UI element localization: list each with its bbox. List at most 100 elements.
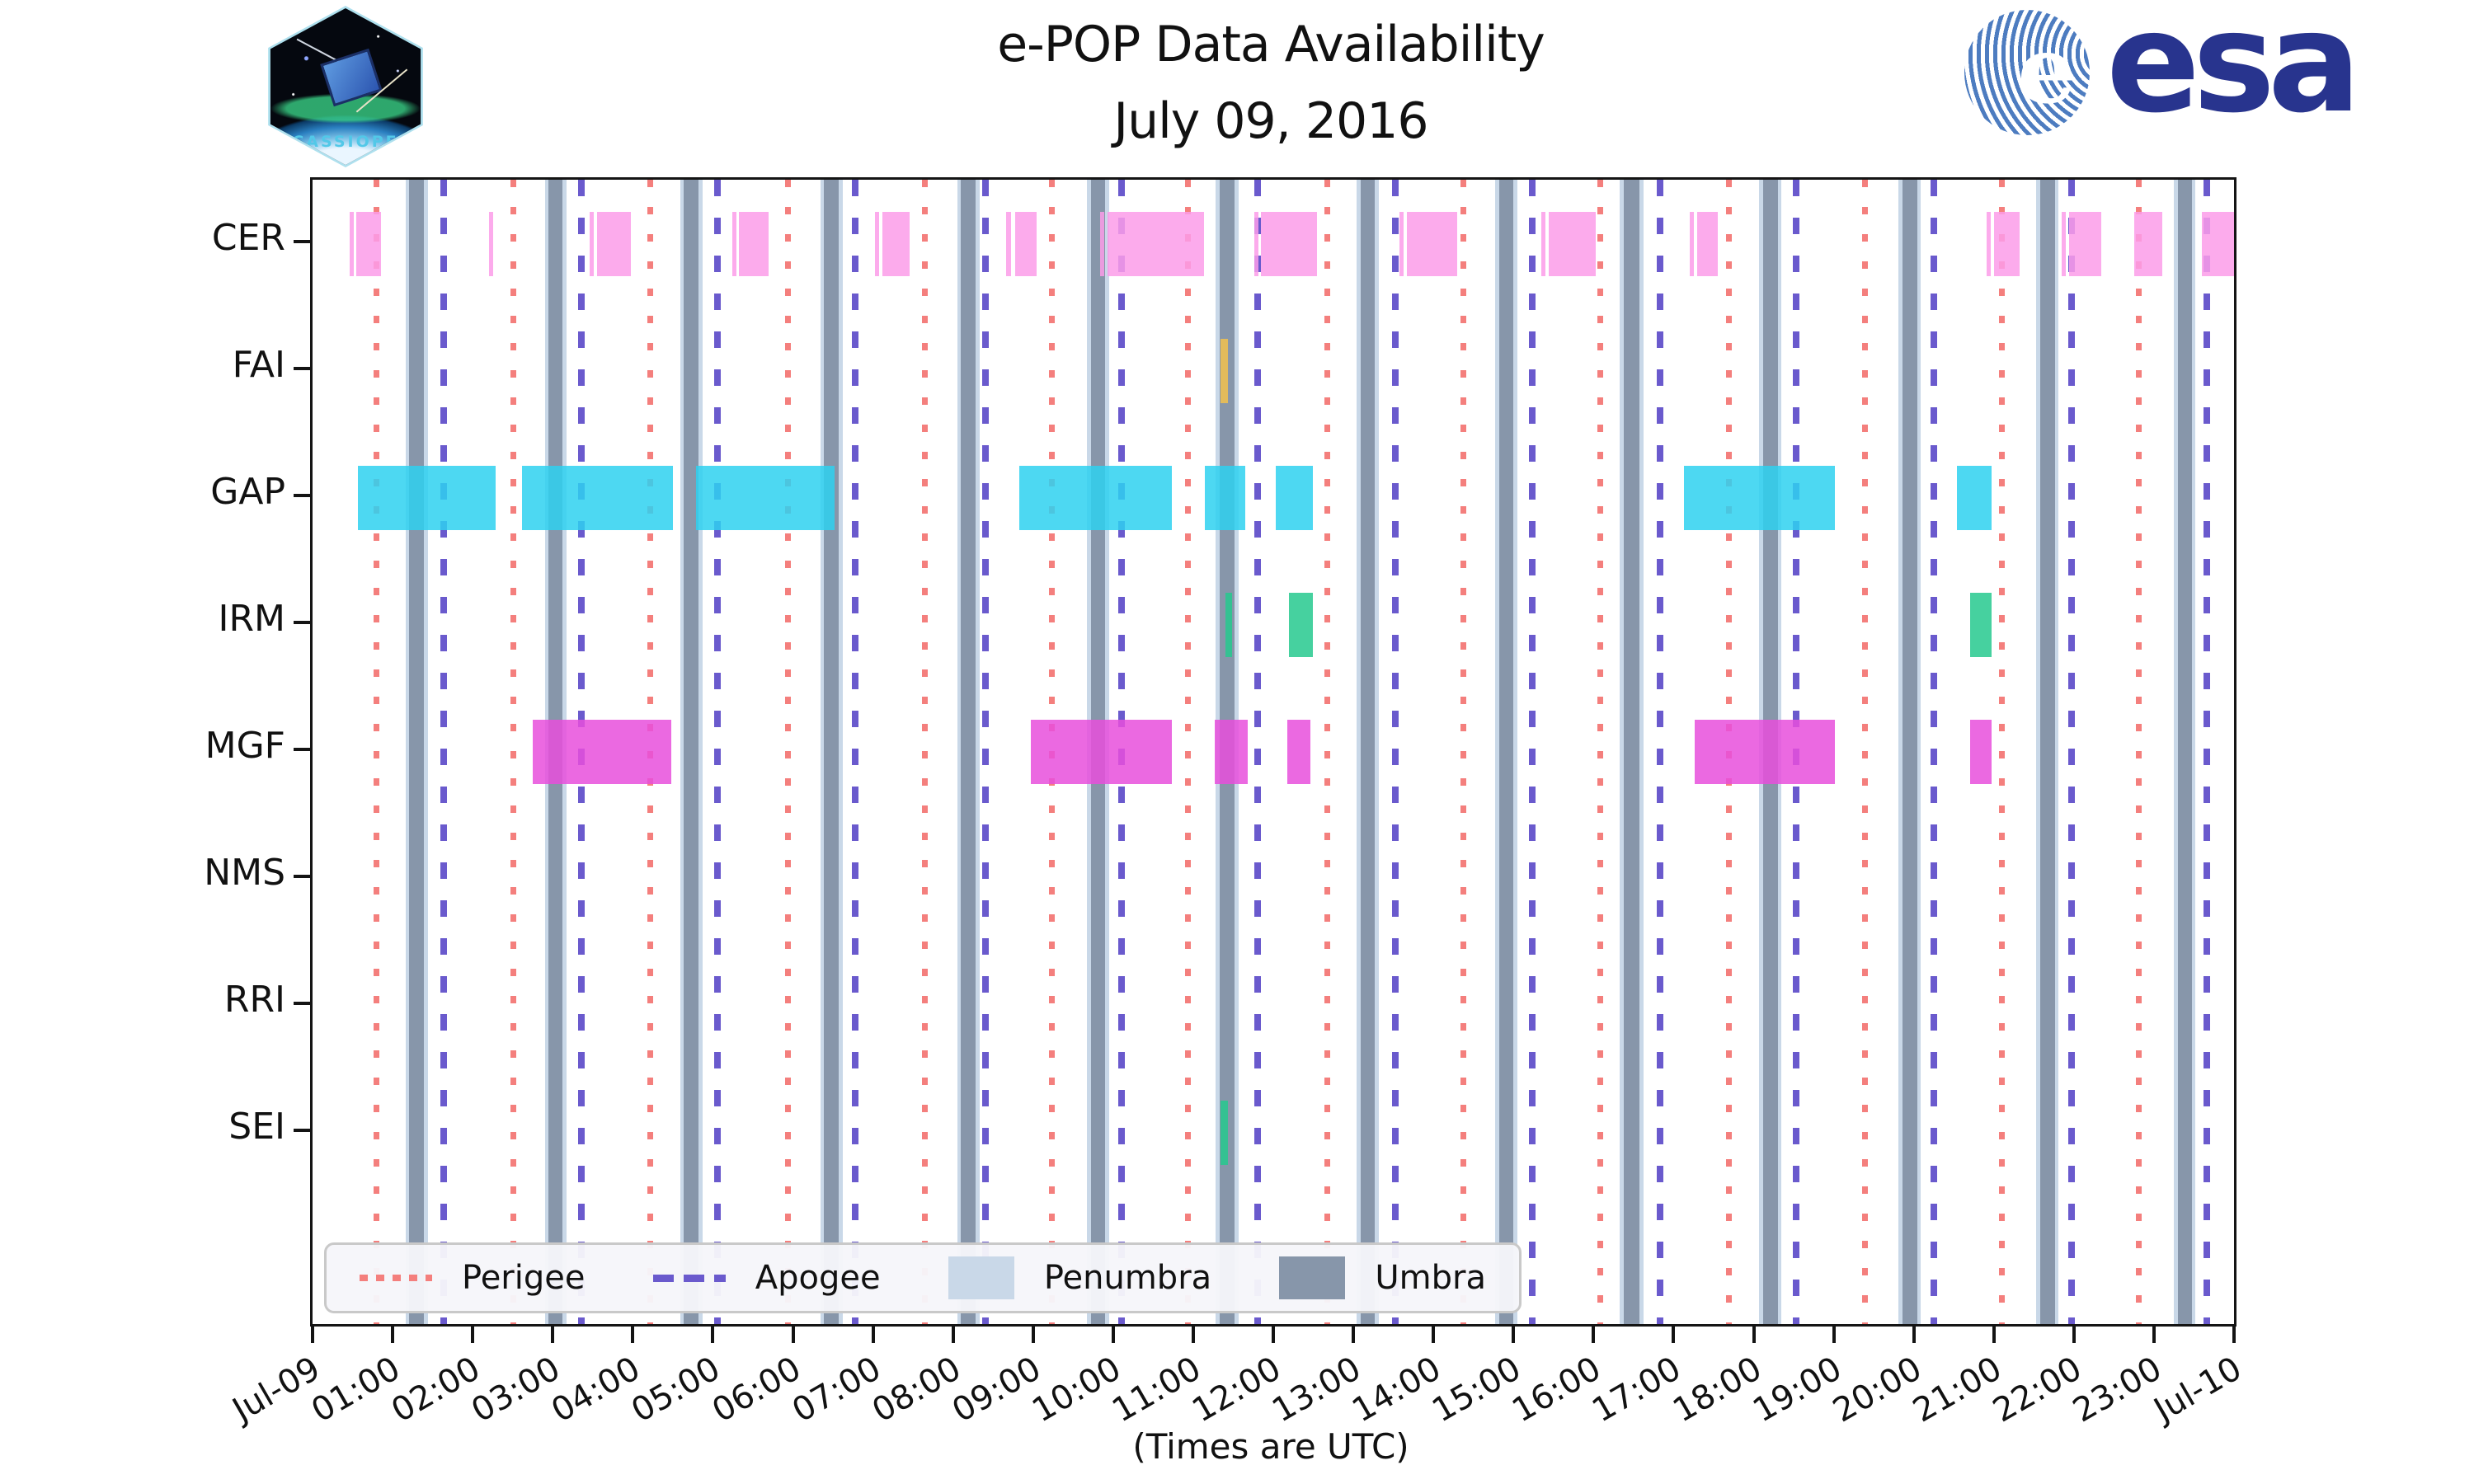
apogee-line	[2203, 180, 2210, 1324]
data-bar-CER	[1399, 212, 1404, 276]
umbra-band	[1360, 180, 1376, 1324]
y-axis-label-RRI: RRI	[223, 979, 285, 1021]
legend-item-perigee: Perigee	[360, 1259, 585, 1297]
apogee-line	[714, 180, 722, 1324]
perigee-line	[921, 180, 928, 1324]
apogee-line	[1391, 180, 1399, 1324]
x-axis-tick	[1031, 1327, 1035, 1343]
y-axis-tick	[294, 367, 310, 370]
apogee-line	[1253, 180, 1261, 1324]
y-axis-label-GAP: GAP	[210, 471, 285, 513]
x-axis-tick	[631, 1327, 635, 1343]
data-bar-GAP	[1019, 466, 1172, 530]
data-bar-GAP	[696, 466, 835, 530]
data-bar-CER	[1541, 212, 1546, 276]
esa-globe-icon	[1964, 10, 2090, 135]
perigee-line	[784, 180, 791, 1324]
umbra-band	[1498, 180, 1514, 1324]
cassiope-patch-label: CASSIOPE	[292, 132, 399, 151]
apogee-line	[852, 180, 859, 1324]
y-axis-label-SEI: SEI	[228, 1106, 285, 1148]
legend-apogee-swatch	[652, 1274, 726, 1282]
x-axis-tick	[1672, 1327, 1676, 1343]
y-axis-label-IRM: IRM	[218, 598, 285, 640]
x-axis-tick	[2232, 1327, 2236, 1343]
data-bar-GAP	[1205, 466, 1245, 530]
apogee-line	[440, 180, 448, 1324]
y-axis-label-FAI: FAI	[232, 344, 285, 386]
data-bar-IRM	[1289, 593, 1313, 657]
apogee-line	[2067, 180, 2075, 1324]
x-axis-tick	[791, 1327, 795, 1343]
y-axis-label-MGF: MGF	[205, 725, 285, 767]
x-axis-tick	[2072, 1327, 2076, 1343]
chart-title-block: e-POP Data Availability July 09, 2016	[310, 7, 2232, 160]
data-bar-MGF	[532, 720, 671, 784]
perigee-line	[2136, 180, 2142, 1324]
data-bar-GAP	[1684, 466, 1835, 530]
umbra-band	[409, 180, 424, 1324]
data-bar-CER	[1005, 212, 1011, 276]
data-bar-CER	[1993, 212, 2020, 276]
y-axis-tick	[294, 494, 310, 497]
x-axis-tick	[1992, 1327, 1996, 1343]
data-bar-CER	[882, 212, 910, 276]
chart-title: e-POP Data Availability	[997, 16, 1545, 73]
umbra-band	[1903, 180, 1917, 1324]
x-axis-tick	[1752, 1327, 1756, 1343]
data-bar-MGF	[1694, 720, 1835, 784]
data-bar-MGF	[1969, 720, 1992, 784]
data-bar-CER	[731, 212, 736, 276]
data-bar-CER	[2069, 212, 2101, 276]
data-bar-MGF	[1030, 720, 1172, 784]
x-axis-tick	[1191, 1327, 1195, 1343]
data-bar-CER	[2133, 212, 2162, 276]
data-bar-CER	[1253, 212, 1258, 276]
esa-wordmark: esa	[2106, 0, 2361, 143]
data-bar-CER	[875, 212, 880, 276]
data-bar-SEI	[1220, 1101, 1228, 1165]
data-bar-CER	[349, 212, 354, 276]
perigee-line	[1324, 180, 1331, 1324]
x-axis-tick	[1272, 1327, 1275, 1343]
y-axis-tick	[294, 748, 310, 751]
legend-penumbra-swatch	[948, 1256, 1014, 1299]
x-axis-tick	[871, 1327, 875, 1343]
x-axis-tick	[551, 1327, 555, 1343]
data-bar-CER	[596, 212, 632, 276]
x-axis-tick	[1432, 1327, 1436, 1343]
umbra-band	[2178, 180, 2192, 1324]
x-axis-tick	[1832, 1327, 1836, 1343]
data-bar-CER	[2062, 212, 2067, 276]
x-axis-tick	[1512, 1327, 1516, 1343]
data-bar-MGF	[1286, 720, 1310, 784]
data-bar-CER	[488, 212, 493, 276]
y-axis-tick	[294, 240, 310, 243]
data-bar-CER	[356, 212, 382, 276]
y-axis-tick	[294, 1002, 310, 1005]
perigee-line	[1862, 180, 1869, 1324]
perigee-line	[1999, 180, 2006, 1324]
legend-item-penumbra: Penumbra	[948, 1256, 1211, 1299]
x-axis-tick	[711, 1327, 715, 1343]
data-bar-CER	[1548, 212, 1597, 276]
umbra-band	[1624, 180, 1639, 1324]
legend-label: Perigee	[462, 1259, 586, 1297]
plot-area: Perigee Apogee Penumbra Umbra	[310, 177, 2236, 1327]
y-axis-tick	[294, 875, 310, 878]
data-bar-CER	[1100, 212, 1105, 276]
data-bar-CER	[1696, 212, 1718, 276]
data-bar-GAP	[1275, 466, 1313, 530]
data-bar-GAP	[522, 466, 673, 530]
data-bar-GAP	[358, 466, 496, 530]
data-bar-FAI	[1220, 339, 1228, 403]
perigee-line	[510, 180, 516, 1324]
chart-subtitle: July 09, 2016	[1113, 92, 1428, 150]
x-axis-tick	[1352, 1327, 1356, 1343]
data-bar-MGF	[1215, 720, 1248, 784]
data-bar-CER	[1015, 212, 1037, 276]
x-axis-tick	[1592, 1327, 1596, 1343]
y-axis-tick	[294, 1129, 310, 1132]
y-axis-label-CER: CER	[211, 217, 285, 259]
